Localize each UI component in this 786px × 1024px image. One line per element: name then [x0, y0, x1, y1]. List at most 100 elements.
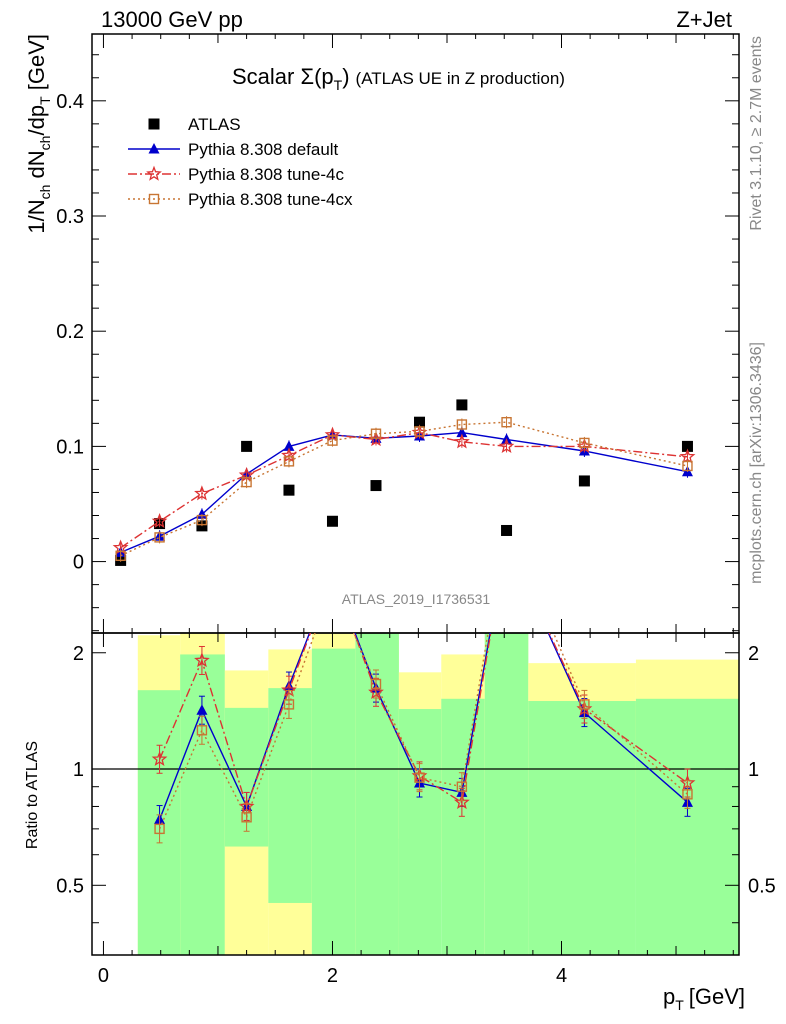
ratio-tick-label: 0.5: [56, 875, 84, 897]
legend-marker-1: [148, 143, 160, 154]
legend-label-0: ATLAS: [188, 115, 241, 134]
data-point: [196, 514, 208, 526]
green-band-6: [398, 709, 442, 955]
ratio-point: [196, 704, 208, 715]
green-band-10: [635, 698, 739, 955]
ratio-point: [501, 535, 512, 546]
series-line-2: [120, 431, 688, 549]
data-point: [115, 550, 126, 562]
series-line-1: [120, 431, 688, 554]
ratio-point: [151, 751, 168, 766]
ratio-bands: [137, 633, 739, 955]
legend-label-2: Pythia 8.308 tune-4c: [188, 165, 344, 184]
data-point: [682, 460, 693, 472]
x-tick-label: 4: [556, 965, 567, 987]
data-point: [579, 437, 590, 449]
legend-label-1: Pythia 8.308 default: [188, 140, 339, 159]
ratio-point: [370, 678, 382, 690]
y-tick-label: 0.4: [56, 91, 84, 113]
green-band-3: [268, 688, 312, 903]
ratio-point: [326, 567, 338, 579]
ratio-point: [456, 781, 468, 792]
y-tick-label: 0.3: [56, 206, 84, 228]
ratio-point: [196, 725, 208, 736]
legend: ATLAS Pythia 8.308 default Pythia 8.308 tu…: [128, 115, 353, 209]
axis-ticks: 0 2 4 0 0.1 0.2 0.3 0.4 0.5 0.5 1 1 2 2: [56, 34, 776, 987]
ratio-frame: [91, 632, 740, 956]
ratio-series-2: [154, 580, 693, 844]
ratio-tick-label: 1: [73, 759, 84, 781]
ratio-point: [241, 812, 252, 823]
data-point: [283, 456, 295, 467]
green-band-5: [355, 633, 399, 955]
ratio-y-axis-label: Ratio to ATLAS: [24, 741, 41, 849]
data-point: [501, 524, 513, 536]
ratio-tick-label-right: 0.5: [748, 875, 776, 897]
legend-label-3: Pythia 8.308 tune-4cx: [188, 190, 353, 209]
series-3: [115, 416, 693, 562]
ratio-tick-label-right: 1: [748, 759, 759, 781]
green-band-4: [311, 648, 356, 955]
chart-title: Scalar Σ(pT) (ATLAS UE in Z production): [232, 64, 565, 93]
data-point: [326, 515, 338, 527]
chart-title-rest: (ATLAS UE in Z production): [356, 69, 565, 88]
data-point: [456, 419, 468, 430]
x-tick-label: 2: [327, 965, 338, 987]
data-point: [241, 440, 253, 452]
series-line-3: [120, 421, 688, 557]
mcplots-text: mcplots.cern.ch [arXiv:1306.3436]: [748, 342, 765, 584]
data-point: [414, 426, 425, 437]
legend-marker-3: [148, 193, 160, 205]
data-point: [283, 484, 295, 496]
y-tick-label: 0.2: [56, 321, 84, 343]
ratio-point: [682, 789, 693, 800]
y-axis-label: 1/Nch dNch/dpT [GeV]: [24, 34, 53, 234]
header-left: 13000 GeV pp: [101, 7, 243, 32]
data-point: [414, 416, 426, 428]
series-0: [115, 399, 693, 566]
ratio-point: [283, 699, 295, 710]
data-point: [456, 426, 468, 438]
green-band-1: [180, 654, 225, 955]
ratio-plot-area: [151, 535, 696, 844]
legend-marker-0: [148, 118, 160, 130]
data-point: [679, 448, 696, 464]
data-point: [241, 476, 252, 488]
y-tick-label: 0: [73, 552, 84, 574]
green-band-9: [528, 701, 636, 955]
x-tick-label: 0: [98, 965, 109, 987]
ratio-point: [327, 568, 338, 579]
ratio-tick-label-right: 2: [748, 643, 759, 665]
ratio-point: [579, 699, 590, 710]
ratio-point: [328, 580, 337, 589]
data-point: [456, 399, 468, 411]
legend-marker-2: [146, 165, 162, 181]
data-point: [327, 435, 338, 446]
ratio-point: [194, 652, 210, 668]
data-point: [501, 416, 512, 428]
main-plot-area: [112, 399, 696, 566]
data-point: [194, 485, 210, 501]
analysis-id: ATLAS_2019_I1736531: [342, 591, 491, 607]
ratio-tick-label: 2: [73, 643, 84, 665]
ratio-point: [453, 793, 470, 810]
y-tick-label: 0.1: [56, 436, 84, 458]
data-point: [370, 480, 382, 492]
x-axis-label: pT [GeV]: [663, 984, 745, 1013]
data-point: [283, 440, 295, 451]
header-right: Z+Jet: [676, 7, 732, 32]
green-band-8: [484, 633, 529, 955]
data-point: [154, 532, 165, 543]
data-point: [370, 428, 382, 439]
data-point: [453, 433, 470, 449]
series-2: [112, 424, 696, 555]
data-point: [498, 438, 515, 454]
green-band-7: [441, 698, 485, 955]
data-point: [578, 475, 590, 487]
ratio-point: [154, 823, 165, 835]
data-point: [151, 513, 168, 528]
rivet-text: Rivet 3.1.10, ≥ 2.7M events: [748, 36, 765, 231]
data-point: [681, 440, 693, 452]
